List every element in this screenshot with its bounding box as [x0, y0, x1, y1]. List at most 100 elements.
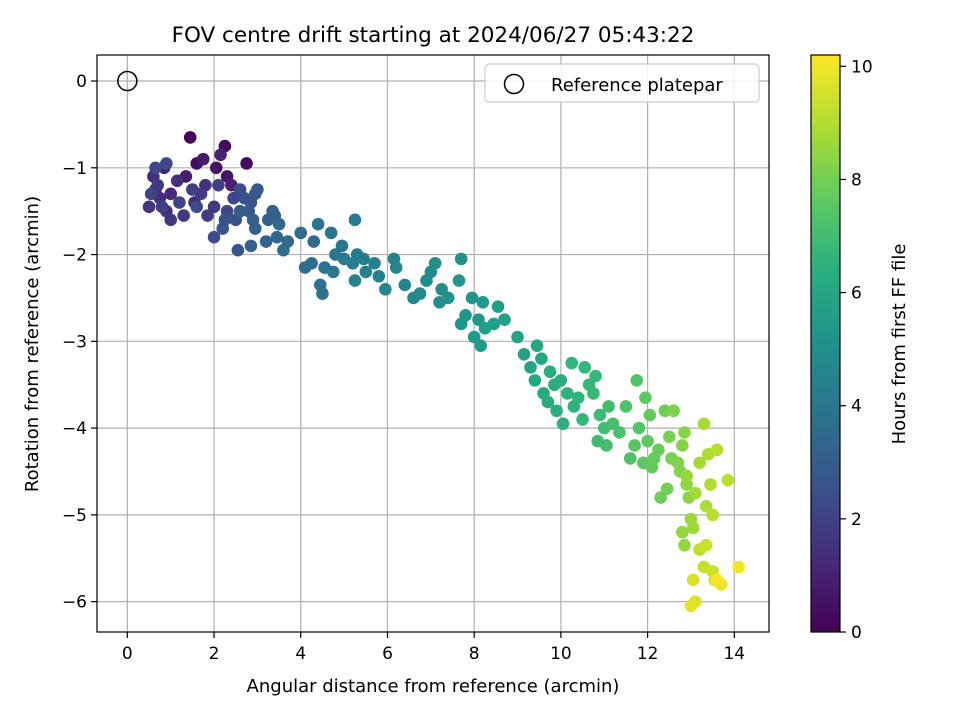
- data-point: [190, 200, 204, 214]
- data-point: [348, 274, 362, 287]
- data-point: [413, 287, 427, 300]
- data-point: [541, 395, 555, 409]
- data-point: [491, 300, 505, 313]
- data-point: [684, 599, 698, 613]
- data-point: [227, 191, 240, 205]
- data-point: [474, 339, 487, 352]
- data-point: [244, 239, 258, 253]
- x-tick-label: 4: [295, 644, 306, 664]
- colorbar-tick-label: 2: [851, 510, 862, 530]
- data-point: [706, 508, 719, 522]
- data-point: [164, 187, 178, 201]
- data-point: [630, 374, 644, 387]
- y-tick-label: −2: [62, 246, 87, 266]
- data-point: [498, 313, 511, 326]
- data-point: [324, 226, 338, 240]
- data-point: [266, 204, 279, 218]
- data-point: [602, 400, 615, 413]
- data-point: [272, 217, 286, 231]
- data-point: [441, 291, 455, 305]
- y-tick-label: −5: [62, 506, 87, 526]
- data-point: [554, 374, 568, 387]
- scatter-points: [142, 131, 745, 613]
- data-point: [535, 352, 548, 365]
- reference-platepar-marker: [117, 70, 138, 92]
- x-tick-label: 8: [469, 644, 480, 664]
- x-tick-label: 14: [723, 644, 745, 664]
- y-axis-ticks: 0 −1 −2 −3 −4 −5 −6: [62, 72, 97, 613]
- data-point: [710, 443, 724, 457]
- data-point: [216, 222, 230, 235]
- colorbar-tick-label: 8: [851, 170, 862, 190]
- grid-lines: [97, 55, 769, 632]
- data-point: [571, 391, 585, 405]
- data-point: [294, 226, 308, 240]
- data-point: [170, 174, 184, 188]
- data-point: [613, 426, 626, 439]
- data-point: [623, 452, 637, 465]
- colorbar: [810, 54, 841, 633]
- data-point: [652, 443, 665, 457]
- x-axis-ticks: 0 2 4 6 8 10 12 14: [122, 632, 745, 664]
- data-point: [307, 235, 321, 248]
- data-point: [311, 217, 325, 231]
- colorbar-tick-label: 0: [851, 623, 862, 643]
- data-point: [277, 243, 290, 257]
- data-point: [675, 525, 689, 539]
- data-point: [207, 200, 221, 214]
- data-point: [550, 404, 563, 418]
- data-point: [209, 161, 223, 175]
- data-point: [643, 408, 657, 422]
- data-point: [639, 391, 652, 405]
- x-tick-label: 2: [209, 644, 220, 664]
- data-point: [326, 265, 340, 279]
- data-point: [589, 369, 602, 383]
- data-point: [632, 421, 646, 435]
- data-point: [699, 538, 713, 552]
- data-point: [149, 161, 162, 175]
- data-point: [454, 252, 468, 266]
- x-axis-label: Angular distance from reference (arcmin): [247, 676, 620, 697]
- data-point: [675, 439, 689, 452]
- data-point: [578, 361, 592, 374]
- data-point: [173, 196, 186, 209]
- data-point: [587, 387, 600, 400]
- colorbar-tick-label: 6: [851, 284, 862, 304]
- data-point: [177, 209, 191, 222]
- x-tick-label: 10: [550, 644, 572, 664]
- data-point: [316, 287, 329, 300]
- colorbar-ticks: 0 2 4 6 8 10: [840, 57, 873, 643]
- data-point: [435, 282, 448, 296]
- data-point: [164, 213, 178, 227]
- y-tick-label: −1: [62, 159, 87, 179]
- data-point: [452, 274, 466, 287]
- data-point: [155, 200, 169, 214]
- data-point: [201, 209, 214, 222]
- data-point: [686, 573, 700, 587]
- data-point: [212, 178, 225, 192]
- data-point: [454, 317, 468, 331]
- y-tick-label: 0: [76, 72, 87, 92]
- data-point: [160, 157, 173, 170]
- chart-title: FOV centre drift starting at 2024/06/27 …: [172, 23, 695, 48]
- colorbar-label: Hours from first FF file: [889, 244, 910, 445]
- x-tick-label: 0: [122, 644, 133, 664]
- data-point: [721, 473, 735, 487]
- data-point: [688, 486, 702, 500]
- legend-label: Reference platepar: [551, 75, 723, 96]
- colorbar-tick-label: 10: [851, 57, 873, 77]
- data-point: [251, 183, 264, 196]
- data-point: [231, 243, 245, 257]
- plot-frame: [96, 54, 770, 633]
- legend: Reference platepar: [484, 63, 760, 103]
- data-point: [428, 256, 442, 270]
- data-point: [472, 313, 485, 326]
- data-point: [660, 482, 674, 496]
- data-point: [511, 330, 524, 344]
- data-point: [658, 404, 672, 418]
- data-point: [214, 148, 227, 162]
- legend-marker: [503, 73, 525, 95]
- data-point: [530, 339, 544, 352]
- data-point: [678, 538, 691, 552]
- data-point: [196, 152, 210, 166]
